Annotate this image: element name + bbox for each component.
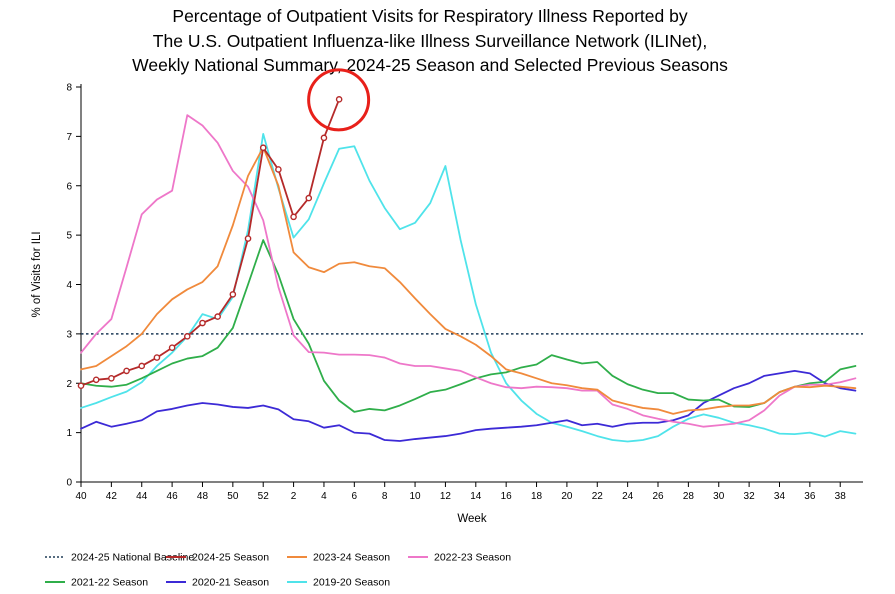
x-tick-label: 34: [774, 491, 786, 502]
data-point-2024-25-season: [305, 194, 313, 202]
x-tick-label: 18: [531, 491, 543, 502]
chart-title: Percentage of Outpatient Visits for Resp…: [0, 4, 860, 78]
data-point-2024-25-season: [123, 367, 130, 375]
x-tick-label: 32: [744, 491, 756, 502]
x-tick-label: 42: [106, 491, 118, 502]
x-tick-label: 38: [835, 491, 847, 502]
legend-label-2020-21-season: 2020-21 Season: [192, 577, 269, 589]
x-tick-label: 22: [592, 491, 604, 502]
x-tick-label: 12: [440, 491, 452, 502]
data-point-2024-25-season: [229, 291, 237, 298]
x-tick-label: 24: [622, 491, 634, 502]
x-tick-label: 48: [197, 491, 209, 502]
annotation-layer: [307, 68, 371, 132]
series-line-2022-23-season: [80, 114, 857, 428]
series-line-2020-21-season: [80, 370, 857, 442]
legend-label-2019-20-season: 2019-20 Season: [313, 577, 390, 589]
data-point-2024-25-season: [77, 382, 85, 390]
data-point-2024-25-season: [92, 376, 100, 384]
y-tick-label: 0: [66, 478, 72, 489]
y-tick-label: 3: [66, 329, 72, 340]
highlight-circle: [307, 68, 371, 132]
chart-title-line-2: The U.S. Outpatient Influenza-like Illne…: [152, 30, 708, 51]
chart-title-line-1: Percentage of Outpatient Visits for Resp…: [172, 6, 688, 26]
data-point-2024-25-season: [320, 134, 328, 142]
x-tick-label: 10: [409, 491, 421, 502]
data-point-2024-25-season: [290, 213, 297, 221]
x-tick-label: 50: [227, 491, 239, 502]
x-tick-label: 40: [75, 491, 87, 502]
legend-label-2021-22-season: 2021-22 Season: [71, 577, 148, 589]
y-tick-label: 8: [66, 83, 72, 94]
series-line-2021-22-season: [80, 239, 857, 413]
series-line-2023-24-season: [80, 146, 857, 415]
y-tick-label: 6: [66, 181, 72, 192]
data-point-2024-25-season: [199, 319, 206, 327]
y-tick-label: 5: [66, 231, 72, 242]
y-tick-label: 4: [66, 280, 72, 291]
x-tick-label: 14: [470, 491, 482, 502]
y-tick-label: 1: [66, 428, 72, 439]
y-tick-label: 2: [66, 379, 72, 390]
x-tick-label: 30: [713, 491, 725, 502]
y-tick-label: 7: [66, 132, 72, 143]
x-tick-label: 6: [352, 491, 358, 502]
x-tick-label: 26: [652, 491, 664, 502]
x-tick-label: 2: [291, 491, 297, 502]
data-point-2024-25-season: [153, 354, 161, 361]
data-point-2024-25-season: [259, 144, 267, 152]
data-point-2024-25-season: [168, 344, 176, 352]
series-layer: [77, 96, 857, 443]
data-point-2024-25-season: [244, 235, 252, 242]
x-tick-label: 4: [321, 491, 327, 502]
data-point-2024-25-season: [335, 96, 343, 103]
x-tick-label: 8: [382, 491, 388, 502]
legend-label-2022-23-season: 2022-23 Season: [434, 552, 511, 564]
data-point-2024-25-season: [275, 166, 282, 173]
data-point-2024-25-season: [108, 375, 115, 382]
x-tick-label: 16: [501, 491, 513, 502]
legend-label-2023-24-season: 2023-24 Season: [313, 552, 390, 564]
y-axis-title: % of Visits for ILI: [31, 231, 43, 317]
x-axis-title: Week: [457, 513, 486, 525]
data-point-2024-25-season: [138, 362, 146, 370]
chart-title-line-3: Weekly National Summary, 2024-25 Season …: [132, 55, 728, 75]
data-point-2024-25-season: [183, 333, 191, 340]
x-tick-label: 36: [804, 491, 816, 502]
x-tick-label: 52: [258, 491, 270, 502]
legend-label-2024-25-season: 2024-25 Season: [192, 552, 269, 564]
data-point-2024-25-season: [214, 313, 221, 320]
legend-label-2024-25-national-baseline: 2024-25 National Baseline: [71, 552, 194, 564]
series-line-2019-20-season: [80, 133, 857, 443]
x-tick-label: 20: [561, 491, 573, 502]
x-tick-label: 46: [167, 491, 179, 502]
x-tick-label: 44: [136, 491, 148, 502]
x-tick-label: 28: [683, 491, 695, 502]
